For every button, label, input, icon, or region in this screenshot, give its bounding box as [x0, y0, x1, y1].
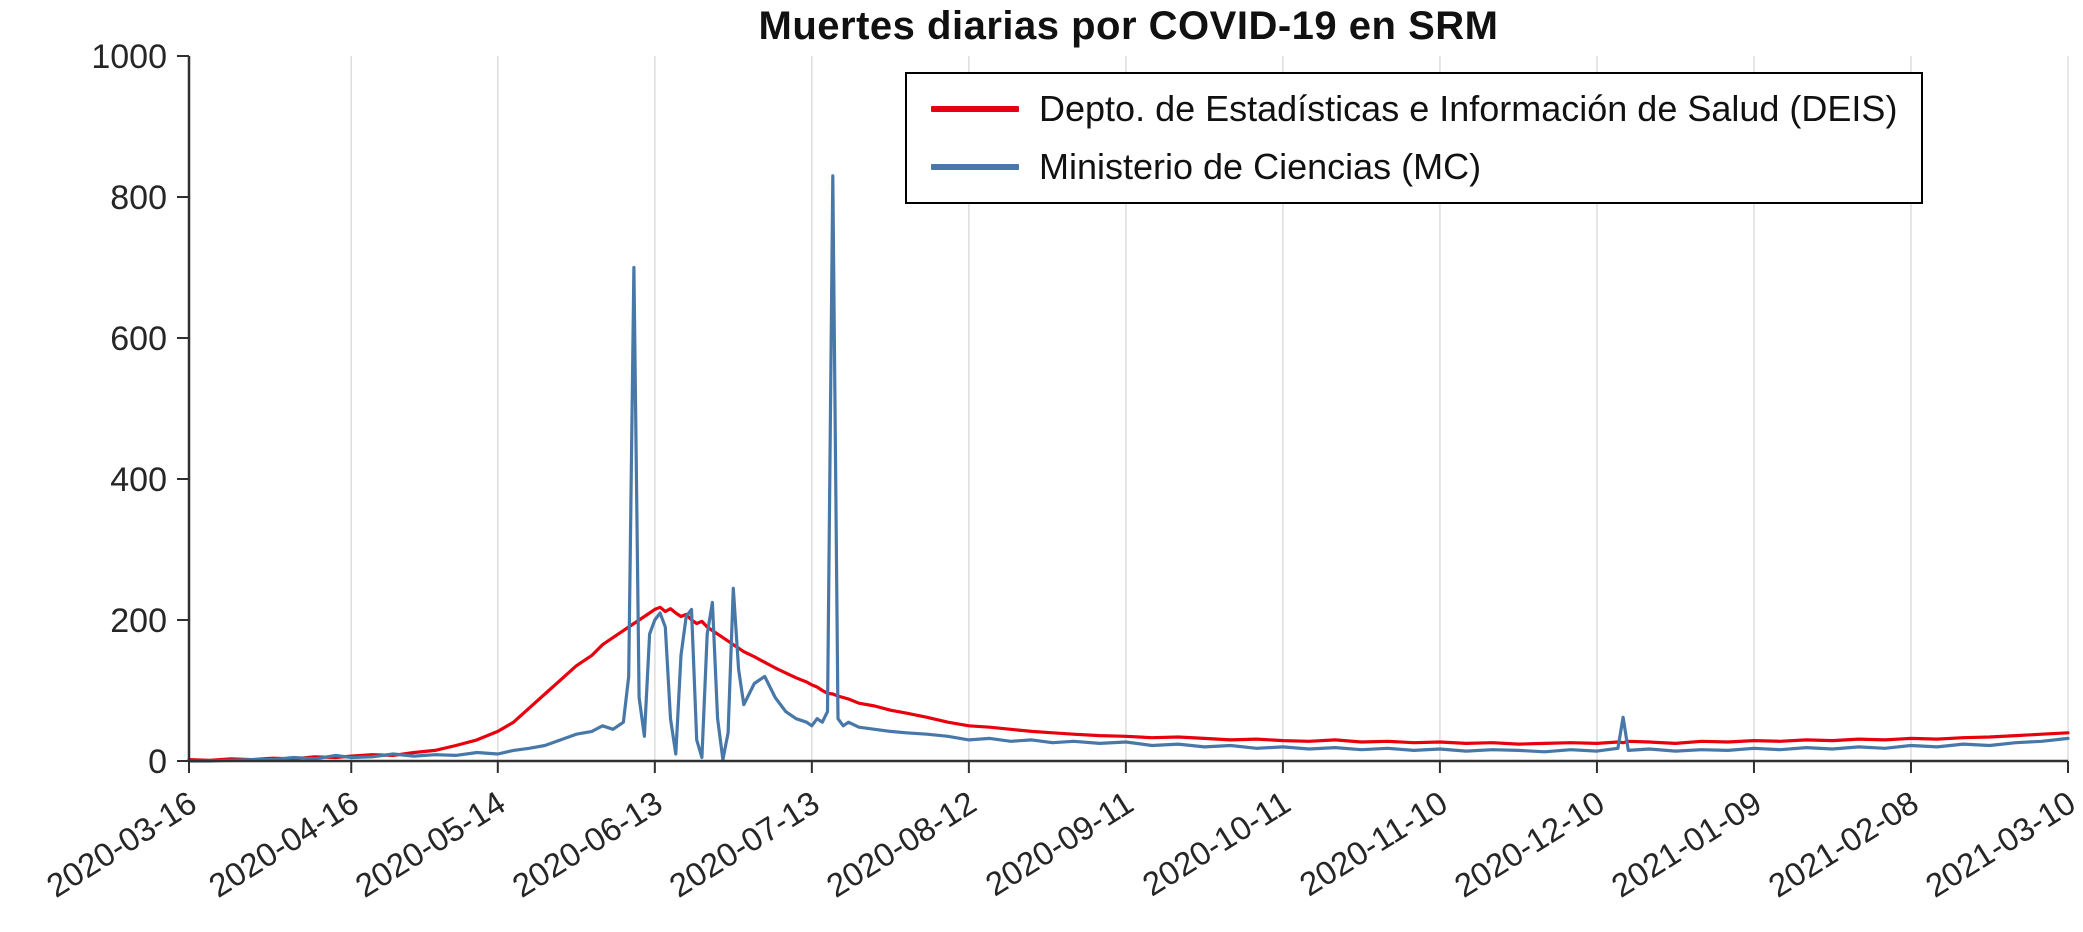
- chart-title: Muertes diarias por COVID-19 en SRM: [758, 4, 1499, 48]
- mc-line-swatch: [931, 164, 1019, 170]
- x-tick-label: 2020-07-13: [663, 784, 826, 905]
- series-lines: [187, 174, 2070, 763]
- x-tick-label: 2020-11-10: [1293, 784, 1454, 904]
- x-tick-label: 2020-10-11: [1136, 784, 1297, 904]
- x-tick-label: 2021-01-09: [1605, 784, 1768, 905]
- deis-line-swatch: [931, 106, 1019, 112]
- x-tick-label: 2021-03-10: [1919, 784, 2082, 905]
- y-tick-label: 200: [110, 602, 167, 640]
- y-tick-label: 0: [148, 743, 167, 781]
- x-tick-label: 2020-04-16: [202, 784, 365, 905]
- legend: Depto. de Estadísticas e Información de …: [905, 72, 1924, 204]
- series-line-deis: [187, 605, 2070, 762]
- legend-item-deis: Depto. de Estadísticas e Información de …: [931, 82, 1897, 136]
- y-tick-label: 800: [110, 179, 167, 217]
- legend-label-deis: Depto. de Estadísticas e Información de …: [1039, 88, 1898, 129]
- x-tick-label: 2020-06-13: [506, 784, 669, 905]
- y-tick-label: 1000: [91, 38, 167, 76]
- y-tick-label: 600: [110, 320, 167, 358]
- x-tick-label: 2021-02-08: [1762, 784, 1925, 905]
- x-tick-label: 2020-03-16: [40, 784, 203, 905]
- x-tick-label: 2020-08-12: [820, 784, 983, 905]
- x-tick-label: 2020-05-14: [349, 784, 512, 905]
- tick-marks: [177, 55, 2069, 773]
- y-tick-label: 400: [110, 461, 167, 499]
- legend-item-mc: Ministerio de Ciencias (MC): [931, 140, 1897, 194]
- series-line-mc: [187, 174, 2070, 763]
- x-tick-label: 2020-09-11: [979, 784, 1140, 904]
- x-tick-label: 2020-12-10: [1448, 784, 1611, 905]
- legend-label-mc: Ministerio de Ciencias (MC): [1039, 146, 1482, 187]
